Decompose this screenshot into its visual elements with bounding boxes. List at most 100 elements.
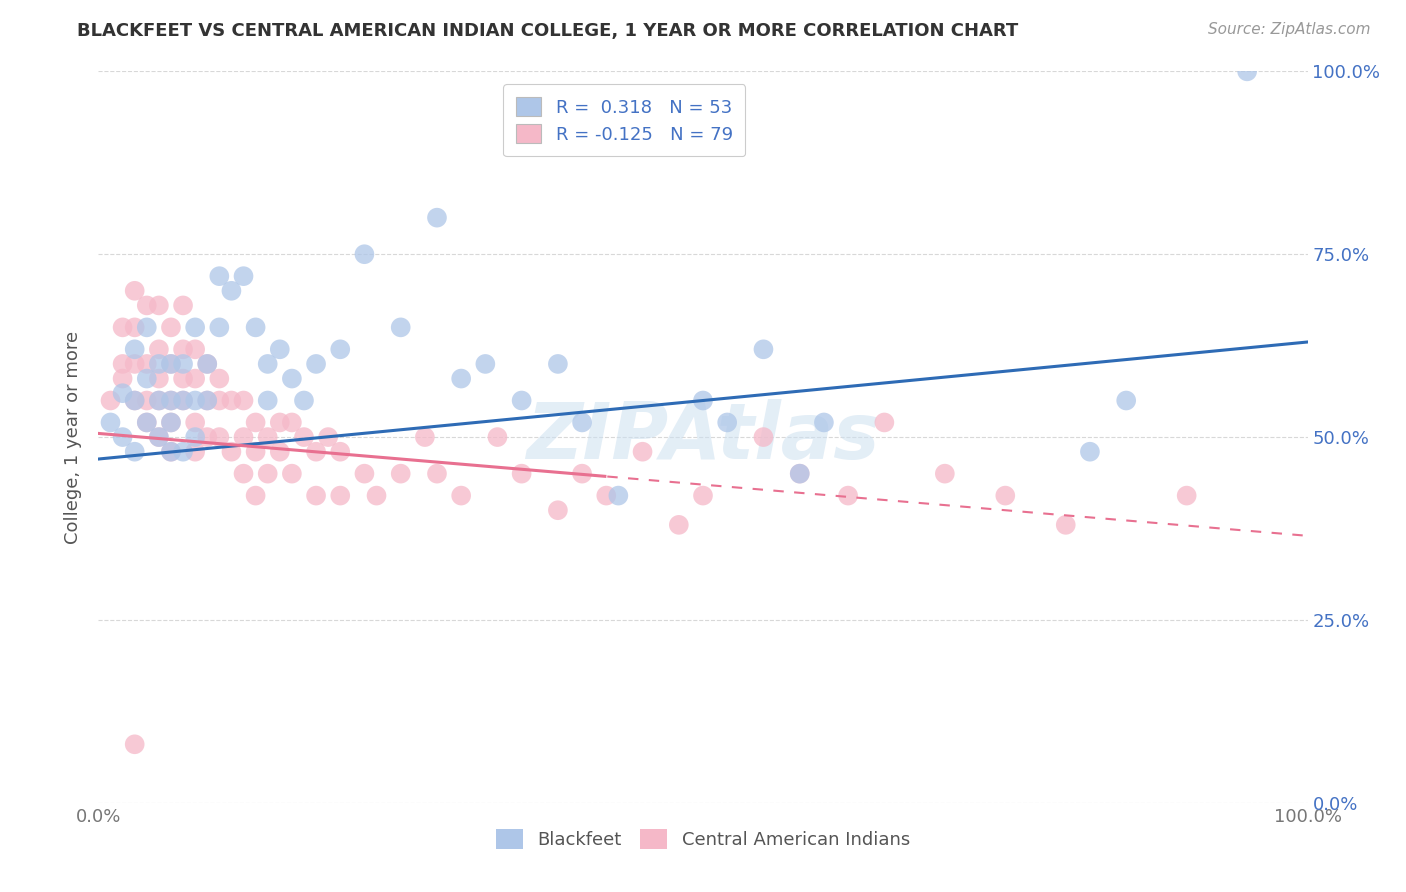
Point — [245, 444, 267, 458]
Point — [256, 393, 278, 408]
Point — [413, 430, 436, 444]
Point — [789, 467, 811, 481]
Point — [148, 430, 170, 444]
Point — [245, 320, 267, 334]
Point — [148, 371, 170, 385]
Point — [124, 357, 146, 371]
Point — [486, 430, 509, 444]
Point — [208, 430, 231, 444]
Point — [184, 371, 207, 385]
Point — [124, 737, 146, 751]
Point — [111, 320, 134, 334]
Point — [366, 489, 388, 503]
Point — [148, 430, 170, 444]
Point — [281, 467, 304, 481]
Point — [305, 444, 328, 458]
Point — [148, 357, 170, 371]
Point — [184, 343, 207, 357]
Point — [305, 357, 328, 371]
Point — [184, 320, 207, 334]
Point — [450, 489, 472, 503]
Point — [172, 343, 194, 357]
Point — [232, 393, 254, 408]
Point — [195, 393, 218, 408]
Point — [160, 444, 183, 458]
Point — [160, 357, 183, 371]
Legend: Blackfeet, Central American Indians: Blackfeet, Central American Indians — [489, 822, 917, 856]
Point — [221, 284, 243, 298]
Point — [124, 393, 146, 408]
Point — [184, 393, 207, 408]
Point — [426, 211, 449, 225]
Point — [510, 467, 533, 481]
Point — [389, 320, 412, 334]
Point — [148, 298, 170, 312]
Point — [547, 503, 569, 517]
Point — [934, 467, 956, 481]
Point — [135, 416, 157, 430]
Point — [232, 269, 254, 284]
Point — [124, 320, 146, 334]
Point — [1175, 489, 1198, 503]
Point — [100, 416, 122, 430]
Point — [256, 430, 278, 444]
Point — [716, 416, 738, 430]
Point — [329, 489, 352, 503]
Point — [1054, 517, 1077, 532]
Point — [316, 430, 339, 444]
Point — [124, 393, 146, 408]
Point — [813, 416, 835, 430]
Point — [160, 416, 183, 430]
Point — [692, 393, 714, 408]
Point — [873, 416, 896, 430]
Point — [232, 430, 254, 444]
Point — [111, 371, 134, 385]
Point — [111, 386, 134, 401]
Point — [160, 320, 183, 334]
Point — [124, 284, 146, 298]
Point — [547, 357, 569, 371]
Point — [510, 393, 533, 408]
Point — [135, 357, 157, 371]
Point — [269, 343, 291, 357]
Point — [184, 416, 207, 430]
Point — [305, 489, 328, 503]
Point — [208, 320, 231, 334]
Point — [1078, 444, 1101, 458]
Text: ZIPAtlas: ZIPAtlas — [526, 399, 880, 475]
Point — [789, 467, 811, 481]
Point — [752, 343, 775, 357]
Point — [281, 416, 304, 430]
Point — [160, 444, 183, 458]
Point — [450, 371, 472, 385]
Point — [135, 298, 157, 312]
Point — [195, 393, 218, 408]
Point — [124, 343, 146, 357]
Point — [208, 371, 231, 385]
Point — [160, 393, 183, 408]
Text: Source: ZipAtlas.com: Source: ZipAtlas.com — [1208, 22, 1371, 37]
Point — [292, 430, 315, 444]
Point — [221, 444, 243, 458]
Point — [668, 517, 690, 532]
Point — [752, 430, 775, 444]
Point — [692, 489, 714, 503]
Point — [172, 393, 194, 408]
Point — [245, 489, 267, 503]
Point — [607, 489, 630, 503]
Point — [595, 489, 617, 503]
Point — [111, 357, 134, 371]
Point — [208, 393, 231, 408]
Point — [195, 430, 218, 444]
Point — [426, 467, 449, 481]
Point — [571, 467, 593, 481]
Point — [1115, 393, 1137, 408]
Text: BLACKFEET VS CENTRAL AMERICAN INDIAN COLLEGE, 1 YEAR OR MORE CORRELATION CHART: BLACKFEET VS CENTRAL AMERICAN INDIAN COL… — [77, 22, 1018, 40]
Point — [172, 444, 194, 458]
Point — [631, 444, 654, 458]
Point — [124, 444, 146, 458]
Y-axis label: College, 1 year or more: College, 1 year or more — [65, 331, 83, 543]
Point — [160, 393, 183, 408]
Point — [148, 393, 170, 408]
Point — [172, 298, 194, 312]
